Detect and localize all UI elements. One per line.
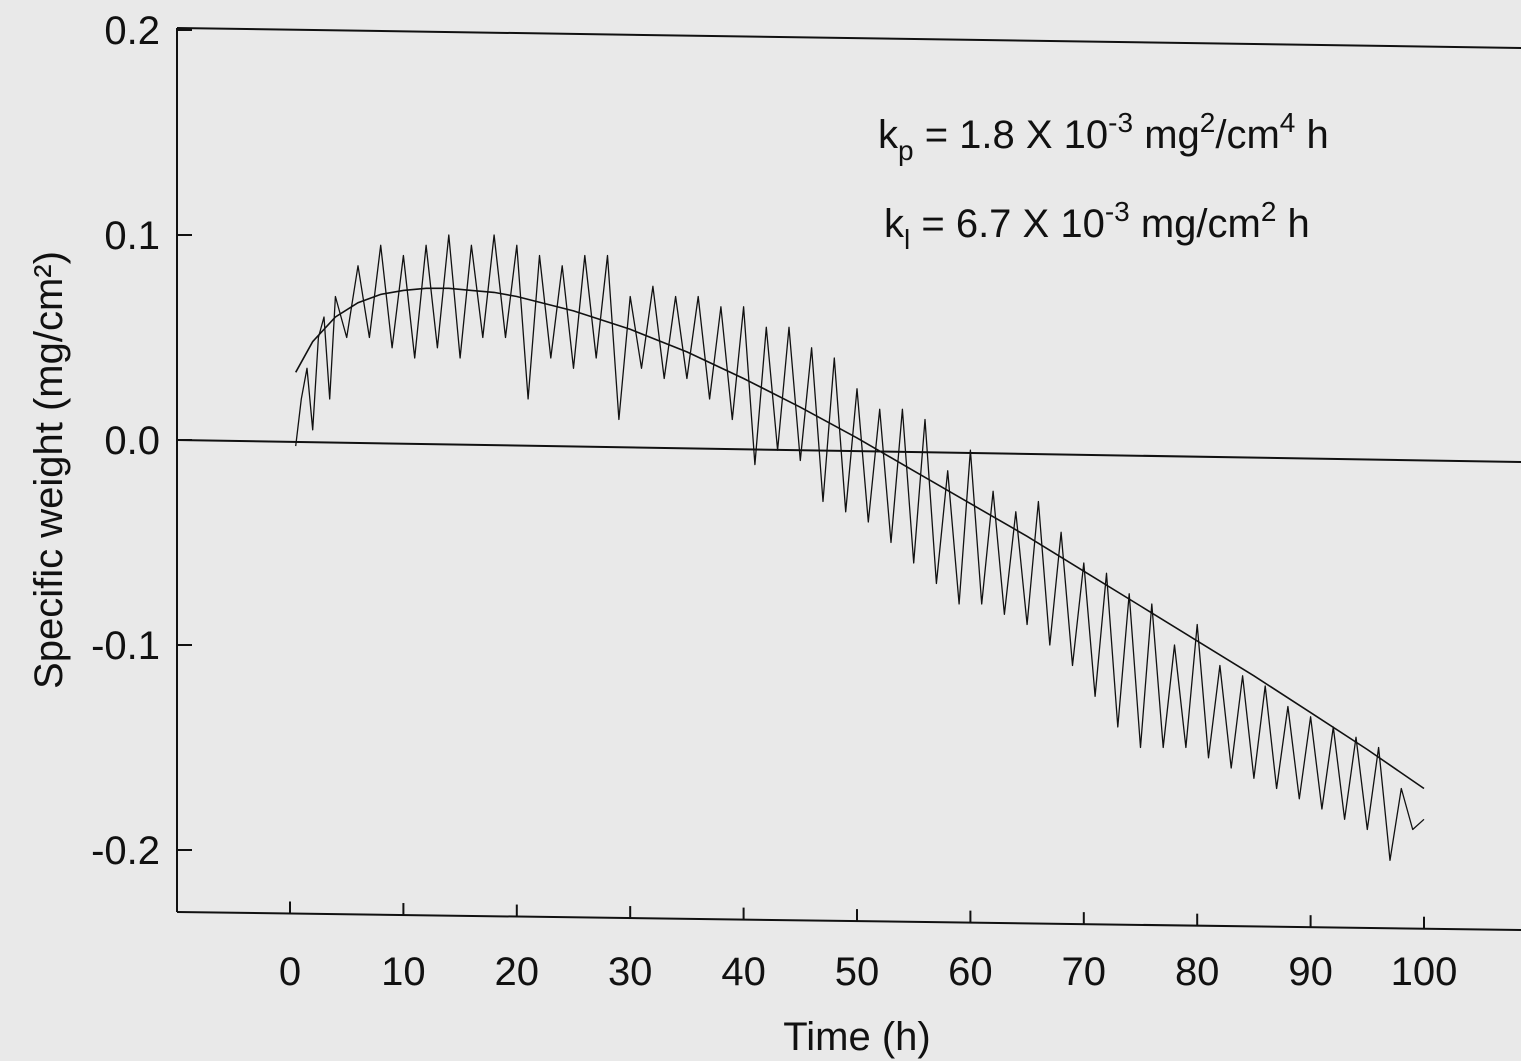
y-axis-title: Specific weight (mg/cm²) xyxy=(27,251,71,689)
kp-unit-exponent: 2 xyxy=(1200,107,1216,138)
x-tick-label: 10 xyxy=(381,950,426,994)
y-tick-label: 0.0 xyxy=(104,419,160,463)
x-tick-label: 30 xyxy=(608,950,653,994)
x-axis-line xyxy=(176,911,1521,931)
x-tick-label: 100 xyxy=(1391,950,1458,994)
kp-unit-tail: h xyxy=(1295,113,1328,157)
kp-unit-rest: /cm xyxy=(1215,113,1279,157)
kp-text: = 1.8 X 10 xyxy=(914,113,1109,157)
x-tick-label: 20 xyxy=(495,950,540,994)
y-tick-label: 0.1 xyxy=(104,214,160,258)
kp-subscript: p xyxy=(898,135,914,166)
fitted-curve-line xyxy=(295,287,1425,790)
axis-tick-labels: 0 10 20 30 40 50 60 70 80 90 100 0.2 0.1 0.0 -0.1 -0.2 xyxy=(91,9,1457,994)
x-tick-label: 90 xyxy=(1288,950,1333,994)
kl-exponent: -3 xyxy=(1105,196,1130,227)
zero-reference-line xyxy=(176,439,1521,463)
kp-annotation: kp = 1.8 X 10-3 mg2/cm4 h xyxy=(878,107,1329,166)
y-tick-label: 0.2 xyxy=(104,9,160,53)
x-tick-label: 0 xyxy=(279,950,301,994)
y-tick-label: -0.2 xyxy=(91,829,160,873)
x-tick-label: 50 xyxy=(835,950,880,994)
x-tick-label: 60 xyxy=(948,950,993,994)
kl-unit: mg/cm xyxy=(1130,202,1261,246)
kp-unit-exponent-2: 4 xyxy=(1280,107,1296,138)
x-axis-title: Time (h) xyxy=(783,1015,930,1059)
kp-exponent: -3 xyxy=(1108,107,1133,138)
x-tick-label: 40 xyxy=(721,950,766,994)
kl-unit-exponent: 2 xyxy=(1261,196,1277,227)
x-tick-label: 80 xyxy=(1175,950,1220,994)
measured-series-line xyxy=(295,234,1425,861)
frame-top xyxy=(176,27,1521,49)
kl-text: = 6.7 X 10 xyxy=(910,202,1105,246)
axis-ticks xyxy=(177,29,1425,929)
kl-annotation: kl = 6.7 X 10-3 mg/cm2 h xyxy=(884,196,1310,255)
y-tick-label: -0.1 xyxy=(91,624,160,668)
kl-symbol: k xyxy=(884,202,905,246)
kl-subscript: l xyxy=(904,224,910,255)
kp-symbol: k xyxy=(878,113,899,157)
kp-unit: mg xyxy=(1133,113,1200,157)
kl-unit-tail: h xyxy=(1276,202,1309,246)
x-tick-label: 70 xyxy=(1062,950,1107,994)
